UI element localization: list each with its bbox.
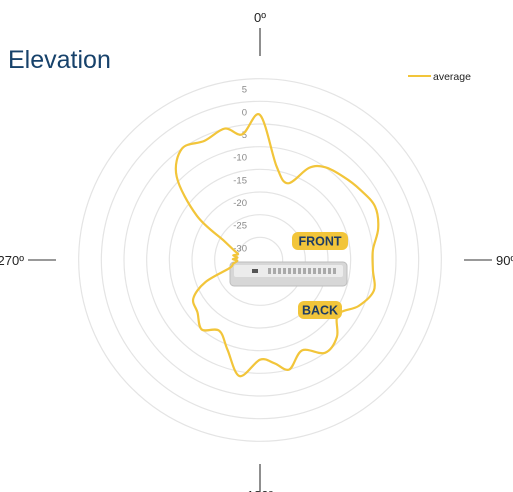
radial-tick-label: 5	[242, 85, 247, 96]
radial-tick-label: -25	[233, 221, 247, 232]
angle-label: 90º	[496, 253, 513, 268]
radial-tick-label: -15	[233, 175, 247, 186]
device-vent	[303, 268, 306, 274]
device-image	[229, 261, 348, 287]
radial-tick-label: -30	[233, 243, 247, 254]
grid-ring	[100, 100, 420, 420]
grid-ring	[146, 146, 374, 374]
grid-ring	[78, 78, 442, 442]
device-vent	[328, 268, 331, 274]
device-vent	[293, 268, 296, 274]
chart-title: Elevation	[8, 46, 111, 74]
device-vent	[268, 268, 271, 274]
radial-ticks: 5 0 -5 -10 -15 -20 -25 -30	[233, 85, 247, 255]
back-label: BACK	[302, 304, 338, 318]
series-line-average	[174, 113, 380, 378]
device-vent	[313, 268, 316, 274]
angle-label: 180º	[247, 488, 274, 492]
device-vent	[333, 268, 336, 274]
angle-label: 0º	[254, 10, 266, 25]
grid	[78, 78, 442, 442]
device-vent	[318, 268, 321, 274]
radial-tick-label: -10	[233, 153, 247, 164]
device-vent	[298, 268, 301, 274]
device-vent	[288, 268, 291, 274]
grid-ring	[191, 191, 329, 329]
device-vent	[283, 268, 286, 274]
radial-tick-label: -5	[239, 130, 247, 141]
orientation-labels: FRONT BACK	[292, 232, 348, 319]
front-badge	[292, 232, 348, 250]
angle-label: 270º	[0, 253, 24, 268]
grid-ring	[214, 214, 306, 306]
angle-axis: 0º 90º 180º 270º	[0, 10, 513, 492]
device-vent	[278, 268, 281, 274]
back-badge	[298, 301, 342, 319]
radial-tick-label: 0	[242, 107, 247, 118]
device-vent	[308, 268, 311, 274]
legend: average	[408, 71, 471, 83]
grid-ring	[168, 168, 352, 352]
front-label: FRONT	[298, 235, 341, 249]
grid-ring	[123, 123, 397, 397]
radial-tick-label: -20	[233, 198, 247, 209]
device-vent	[323, 268, 326, 274]
device-vent	[273, 268, 276, 274]
series	[174, 113, 380, 378]
device-port	[252, 269, 258, 273]
legend-label: average	[433, 71, 471, 83]
